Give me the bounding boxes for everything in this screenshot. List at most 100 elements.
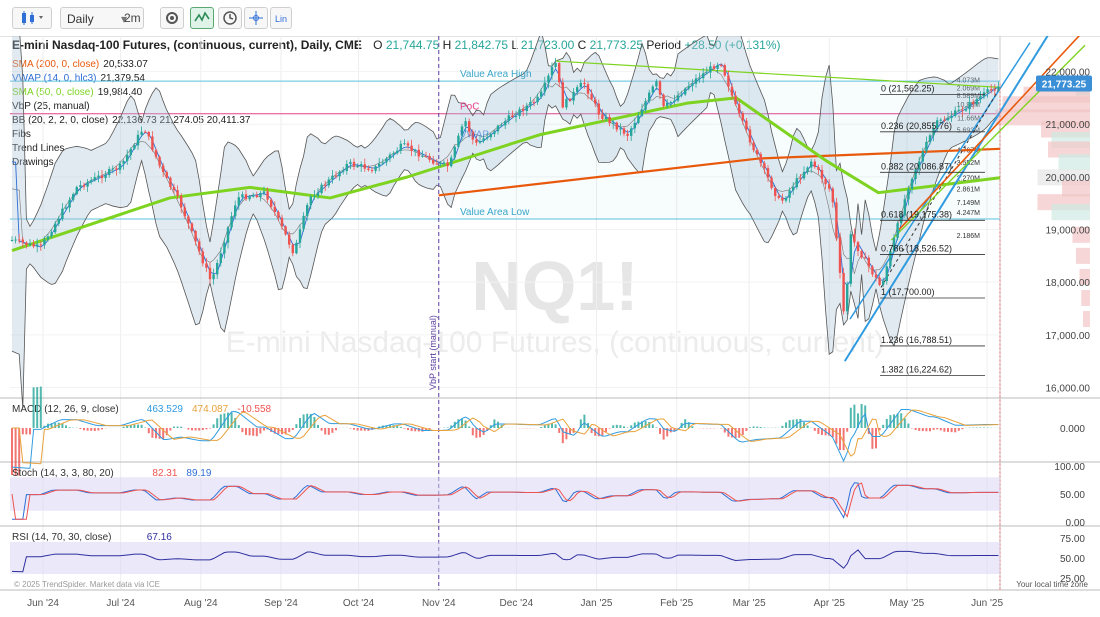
low-value: 21,723.00: [520, 38, 575, 52]
macd-histogram-bar: [158, 428, 161, 439]
low-label: L: [511, 38, 518, 52]
candle-body: [147, 132, 150, 137]
candle-body: [489, 133, 492, 138]
candle-body: [756, 149, 759, 155]
legend-sma50[interactable]: SMA (50, 0, close) 19,984.40: [12, 86, 254, 100]
candle-body: [914, 169, 917, 179]
legend-vbp[interactable]: VbP (25, manual): [12, 100, 254, 114]
candle-body: [504, 121, 507, 126]
vbp-bar: [1062, 180, 1090, 197]
candle-body: [802, 171, 806, 179]
macd-histogram-bar: [273, 428, 276, 434]
candle-body: [309, 196, 312, 205]
candle-body: [284, 226, 287, 235]
legend-fibs[interactable]: Fibs: [12, 128, 254, 142]
chart-type-button[interactable]: [12, 7, 52, 29]
high-value: 21,842.75: [454, 38, 508, 52]
macd-histogram-bar: [918, 428, 921, 431]
macd-histogram-bar: [54, 422, 57, 428]
legend-sma200[interactable]: SMA (200, 0, close) 20,533.07: [12, 58, 254, 72]
macd-histogram-bar: [572, 428, 575, 433]
candle-body: [554, 63, 557, 67]
macd-histogram-bar: [165, 428, 168, 436]
candle-body: [367, 168, 370, 171]
candle-body: [676, 95, 680, 101]
clock-button[interactable]: [218, 7, 242, 29]
stoch-legend-text: 82.31: [152, 468, 177, 479]
macd-histogram-bar: [385, 425, 388, 428]
value-area-low-label: Value Area Low: [460, 207, 530, 218]
candle-body: [828, 184, 831, 189]
candlestick-icon: [22, 11, 43, 25]
candle-body: [244, 194, 248, 200]
candle-body: [388, 154, 392, 159]
macd-histogram-bar: [18, 428, 21, 476]
macd-histogram-bar: [263, 428, 265, 431]
candle-body: [741, 113, 744, 121]
y-tick-label: 17,000.00: [1046, 331, 1091, 342]
candle-body: [720, 65, 723, 67]
macd-histogram-bar: [180, 426, 183, 428]
macd-legend-text: 474.087: [192, 404, 229, 415]
candle-body: [226, 227, 230, 243]
macd-histogram-bar: [407, 428, 409, 431]
sma200-line: [438, 147, 1001, 197]
candle-body: [316, 193, 320, 196]
candle-body: [133, 145, 136, 149]
legend-vwap-value: 21,379.54: [100, 73, 145, 84]
macd-histogram-bar: [565, 428, 568, 440]
candle-body: [874, 274, 878, 278]
candle-body: [169, 177, 172, 187]
candle-body: [320, 184, 323, 194]
candle-body: [882, 280, 885, 285]
legend-drawings[interactable]: Drawings: [12, 156, 254, 170]
macd-histogram-bar: [191, 428, 193, 431]
legend-sma200-value: 20,533.07: [103, 59, 148, 70]
vbp-bar: [1081, 289, 1090, 306]
macd-histogram-bar: [558, 428, 561, 433]
candle-body: [18, 239, 21, 241]
macd-histogram-bar: [241, 428, 244, 433]
legend-trendlines[interactable]: Trend Lines: [12, 142, 254, 156]
macd-histogram-bar: [237, 425, 240, 428]
candle-body: [183, 207, 186, 217]
macd-histogram-bar: [471, 428, 474, 436]
candle-body: [565, 98, 568, 108]
legend-vwap[interactable]: VWAP (14, 0, hlc3) 21,379.54: [12, 72, 254, 86]
macd-histogram-bar: [349, 428, 352, 429]
x-tick-label: Feb '25: [660, 598, 693, 609]
macd-histogram-bar: [623, 426, 625, 428]
candle-body: [266, 191, 269, 200]
candle-body: [943, 119, 946, 121]
candle-body: [853, 234, 856, 243]
candle-body: [248, 196, 251, 200]
macd-histogram-bar: [651, 424, 654, 428]
macd-histogram-bar: [169, 428, 172, 431]
crosshair-button[interactable]: [244, 7, 268, 29]
open-label: O: [373, 38, 383, 52]
candle-body: [727, 75, 730, 87]
settings-button[interactable]: [160, 7, 184, 29]
candle-body: [669, 101, 672, 103]
chart-area[interactable]: NQ1!E-mini Nasdaq-100 Futures, (continuo…: [0, 36, 1100, 617]
y-tick-label: 16,000.00: [1046, 383, 1091, 394]
candle-body: [748, 129, 752, 143]
candle-body: [979, 96, 982, 100]
candle-body: [180, 195, 183, 208]
macd-histogram-bar: [601, 428, 604, 436]
macd-histogram-bar: [79, 428, 82, 430]
candle-body: [723, 65, 726, 76]
macd-histogram-bar: [957, 428, 960, 431]
vbp-bar: [1051, 204, 1090, 221]
legend-bb[interactable]: BB (20, 2, 2, 0, close) 22,136.73 21,274.…: [12, 114, 254, 128]
interval-select[interactable]: Daily ▾: [60, 7, 144, 29]
macd-histogram-bar: [954, 428, 957, 433]
fib-level-label: 1.382 (16,224.62): [881, 365, 952, 375]
macd-histogram-bar: [396, 425, 399, 428]
macd-histogram-bar: [943, 428, 946, 432]
pulse-button[interactable]: [190, 7, 214, 29]
candle-body: [324, 184, 327, 186]
scale-button[interactable]: Lin: [270, 7, 292, 29]
candle-body: [705, 72, 708, 74]
candle-body: [61, 208, 64, 219]
